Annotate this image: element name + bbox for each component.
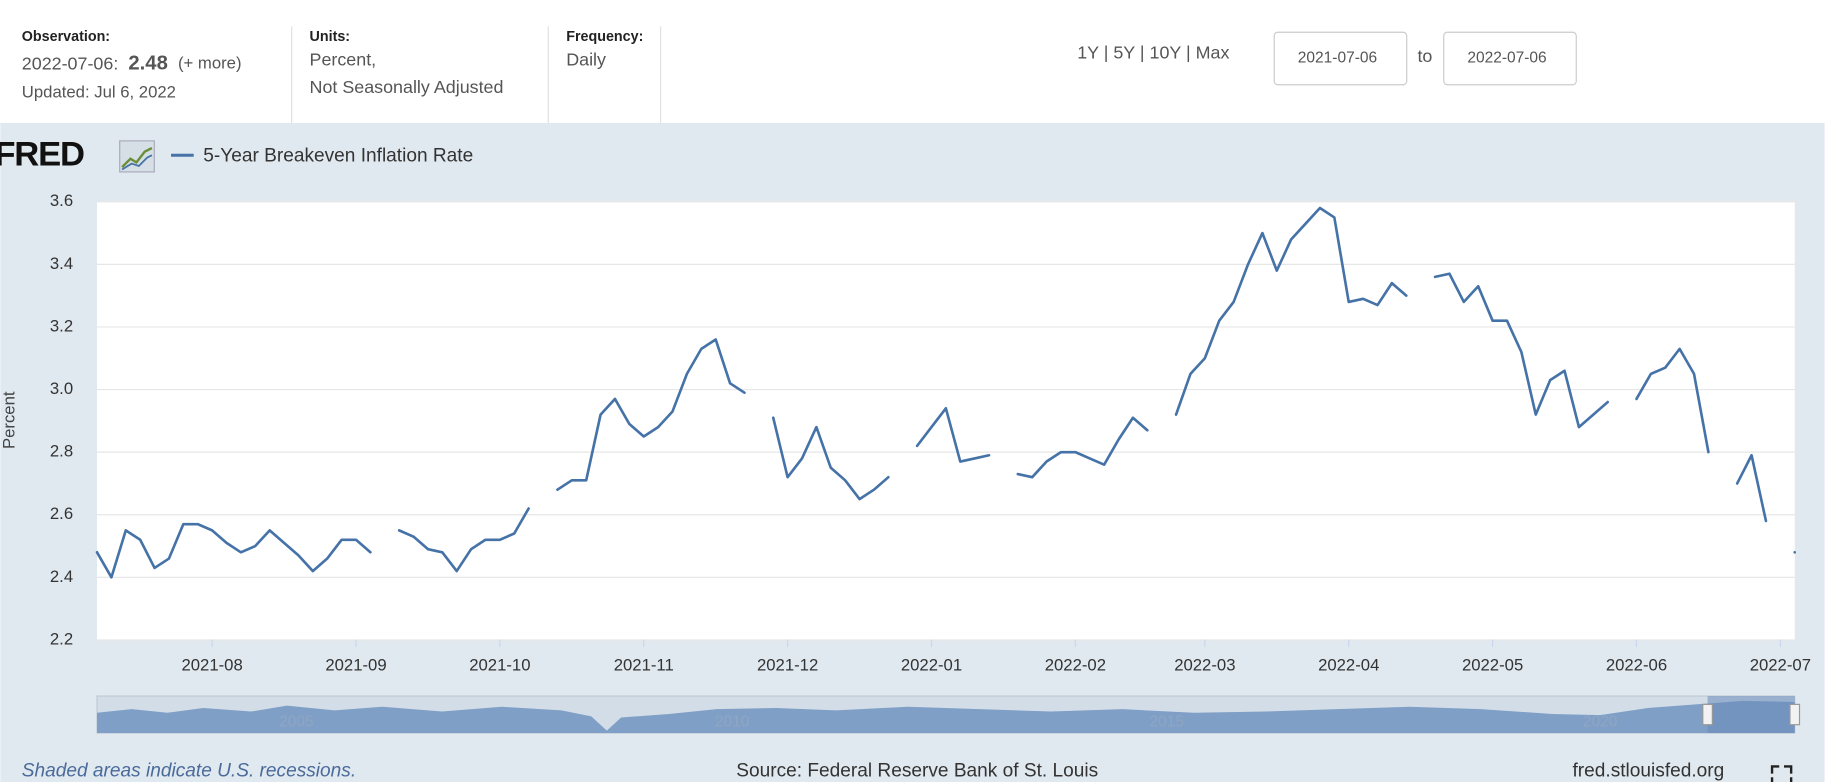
x-tick-label: 2021-10 [469,656,530,675]
series [95,206,1797,579]
observation-value: 2.48 [128,53,167,75]
x-tick-label: 2022-04 [1318,656,1379,675]
header: Observation: 2022-07-06: 2.48 (+ more) U… [22,26,1577,123]
series-line [95,206,1797,579]
legend: 5-Year Breakeven Inflation Rate [171,145,473,166]
navigator-label: 2015 [1149,713,1184,730]
site[interactable]: fred.stlouisfed.org [1573,760,1725,781]
observation: 2022-07-06: 2.48 (+ more) [22,53,242,75]
frequency-label: Frequency: [566,29,643,45]
x-tick-label: 2022-05 [1462,656,1523,675]
start-date: 2021-07-06 [1298,50,1377,67]
navigator-label: 2020 [1583,713,1618,730]
source: Source: Federal Reserve Bank of St. Loui… [736,760,1098,781]
plot-area [97,201,1795,640]
logo-icon [119,140,155,173]
units-line: Percent, [310,50,377,70]
recessions-note: Shaded areas indicate U.S. recessions. [22,760,356,781]
range-buttons[interactable]: 1Y | 5Y | 10Y | Max [1077,42,1229,62]
legend-label[interactable]: 5-Year Breakeven Inflation Rate [203,145,473,166]
to-label: to [1417,46,1432,66]
logo-icon-line [121,146,153,168]
y-tick-label: 3.0 [50,379,73,398]
end-date-input[interactable] [1443,31,1577,86]
navigator-handle[interactable] [1702,703,1713,726]
axes: 2.2 2.4 2.6 2.8 3.0 3.2 3.4 3.6 2021-08 2021-09 20… [50,191,1811,674]
navigator-handle[interactable] [1789,703,1801,726]
navigator-area [97,700,1795,734]
x-tick-label: 2022-01 [901,656,962,675]
x-tick-label: 2022-03 [1174,656,1235,675]
navigator-selection [1707,696,1795,734]
x-tick-label: 2022-02 [1045,656,1106,675]
frequency: Daily [566,50,606,70]
y-tick-label: 2.2 [50,629,73,648]
units-label: Units: [310,29,351,45]
navigator[interactable]: 2005 2010 2015 2020 [96,695,1801,734]
x-tick-label: 2021-11 [614,656,674,675]
y-tick-label: 3.6 [50,191,73,210]
y-axis-label: Percent [0,391,18,449]
y-tick-label: 3.2 [50,316,73,335]
x-tick-label: 2022-06 [1606,656,1667,675]
more-link[interactable]: (+ more) [178,54,242,73]
x-tick-label: 2022-07 [1750,656,1811,675]
units-line: Not Seasonally Adjusted [310,77,504,97]
y-tick-label: 2.4 [50,567,73,586]
x-tick-label: 2021-12 [757,656,818,675]
x-tick-label: 2021-09 [325,656,386,675]
x-tick-label: 2021-08 [181,656,242,675]
navigator-label: 2005 [279,713,314,730]
start-date-input[interactable] [1273,31,1408,86]
fullscreen-icon[interactable] [1770,765,1793,782]
observation-date: 2022-07-06: [22,53,119,73]
navigator-label: 2010 [715,713,750,730]
end-date: 2022-07-06 [1467,50,1546,67]
y-tick-label: 2.6 [50,504,73,523]
fred-logo[interactable]: FRED [0,136,85,174]
updated: Updated: Jul 6, 2022 [22,83,176,102]
observation-label: Observation: [22,29,110,45]
y-tick-label: 3.4 [50,254,73,273]
y-tick-label: 2.8 [50,442,73,461]
logo-icon-line [121,154,153,171]
